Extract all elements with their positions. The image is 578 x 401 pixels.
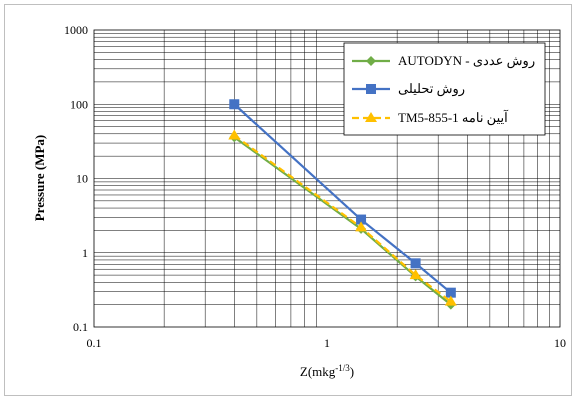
y-tick-label: 100 (70, 97, 88, 111)
series-line (233, 134, 452, 303)
y-tick-labels: 0.1 1 10 100 1000 (64, 23, 88, 334)
data-point-square (410, 258, 421, 269)
y-axis-title: Pressure (MPa) (32, 135, 47, 222)
x-tick-labels: 0.1 1 10 (87, 336, 567, 350)
data-point-triangle (409, 269, 422, 280)
plot-border (93, 29, 561, 328)
legend-marker-diamond (366, 56, 376, 66)
legend: روش عددی - AUTODYN روش تحلیلی آیین نامه TM… (343, 42, 546, 136)
x-tick-label: 0.1 (87, 336, 102, 350)
series-triangle (228, 129, 457, 306)
series-group (228, 99, 457, 310)
y-tick-label: 0.1 (73, 320, 88, 334)
y-tick-label: 1000 (64, 23, 88, 37)
x-tick-label: 1 (324, 336, 330, 350)
x-tick-label: 10 (554, 336, 566, 350)
series-square (229, 99, 456, 298)
y-tick-label: 1 (82, 246, 88, 260)
legend-marker-triangle (365, 112, 377, 122)
data-point-square (445, 287, 456, 298)
data-point-square (229, 99, 240, 110)
x-axis-title: Z(mkg-1/3) (300, 363, 354, 379)
series-line (233, 103, 452, 294)
data-point-triangle (444, 295, 457, 306)
legend-label: روش عددی - AUTODYN (398, 53, 535, 69)
data-point-triangle (355, 221, 368, 232)
data-point-triangle (228, 129, 241, 140)
legend-marker-square (366, 84, 376, 94)
data-point-square (356, 214, 367, 225)
legend-label: روش تحلیلی (398, 81, 465, 97)
legend-label: آیین نامه TM5-855-1 (398, 109, 509, 126)
y-tick-label: 10 (76, 172, 88, 186)
